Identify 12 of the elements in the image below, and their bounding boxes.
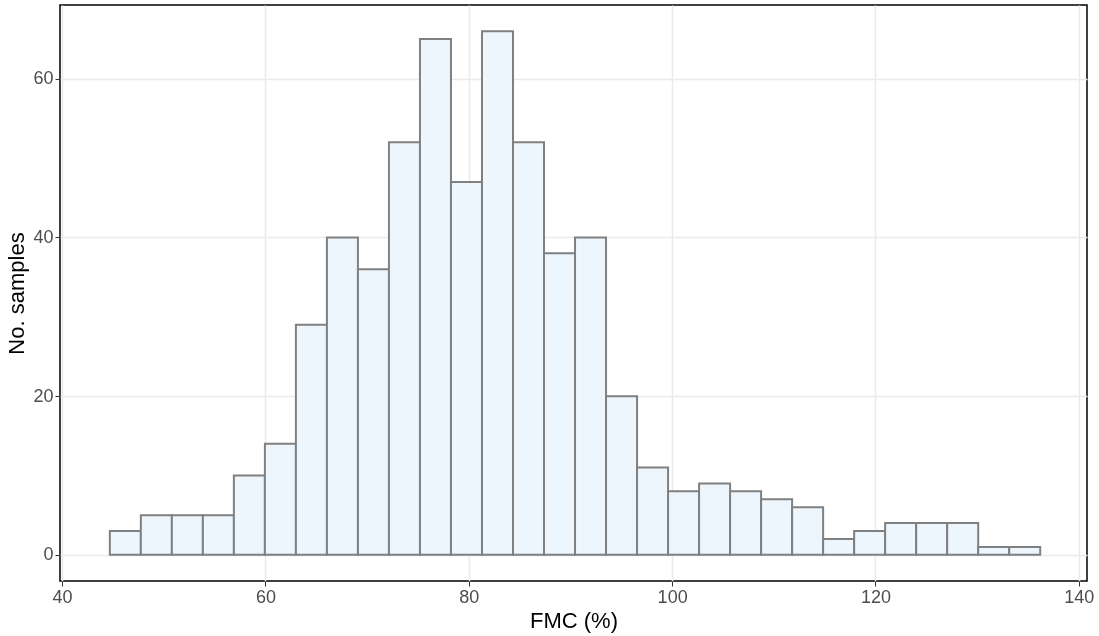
x-axis-title: FMC (%) (530, 607, 618, 633)
y-tick-label: 0 (43, 544, 54, 565)
y-tick-label: 40 (33, 226, 54, 247)
x-tick-label: 60 (255, 586, 276, 607)
y-axis-title: No. samples (4, 232, 30, 355)
y-tick-label: 60 (33, 68, 54, 89)
x-tick-label: 40 (52, 586, 73, 607)
x-tick-label: 120 (860, 586, 892, 607)
x-tick-label: 140 (1064, 586, 1095, 607)
x-tick-label: 80 (459, 586, 480, 607)
y-tick-label: 20 (33, 385, 54, 406)
x-tick-label: 100 (657, 586, 688, 607)
